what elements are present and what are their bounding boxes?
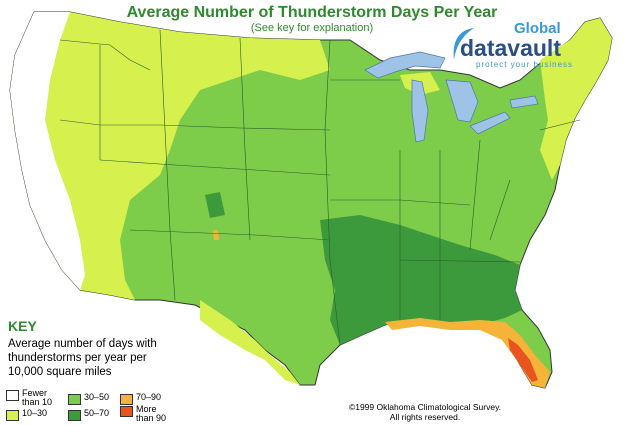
legend-item-under-10: Fewer than 10 [6, 389, 52, 407]
legend-swatch [120, 406, 133, 417]
legend-swatch [68, 394, 81, 405]
zone-10-30-west [10, 12, 330, 300]
zone-10-30-northeast [540, 18, 612, 180]
copyright-credit: ©1999 Oklahoma Climatological Survey. Al… [320, 402, 530, 422]
legend-item-over-90: More than 90 [120, 405, 166, 423]
map-subtitle: (See key for explanation) [250, 22, 374, 34]
legend-swatch [6, 390, 19, 401]
lake-erie [469, 111, 511, 135]
lake-huron [445, 79, 479, 123]
legend-item-50-70: 50–70 [68, 409, 109, 421]
key-description: Average number of days with thunderstorm… [8, 338, 157, 378]
logo-line2: datavault [460, 35, 561, 61]
key-title: KEY [8, 318, 37, 334]
global-datavault-logo: Global datavault protect your business [448, 18, 618, 69]
credit-line1: ©1999 Oklahoma Climatological Survey. [348, 402, 502, 412]
legend-swatch [120, 394, 133, 405]
zone-50-70-south [320, 215, 522, 345]
legend-label: More than 90 [136, 404, 167, 423]
logo-swoosh-icon [453, 28, 474, 60]
map-title: Average Number of Thunderstorm Days Per … [126, 4, 498, 21]
legend-item-70-90: 70–90 [120, 393, 161, 405]
legend-label: 30–50 [84, 392, 110, 402]
credit-line2: All rights reserved. [389, 412, 461, 422]
lake-ontario [509, 95, 539, 109]
logo-tagline: protect your business [476, 60, 574, 69]
legend-swatch [6, 410, 19, 421]
zone-under-10-west-coast [10, 12, 85, 290]
legend-label: Fewer than 10 [22, 388, 53, 407]
legend-label: 10–30 [22, 408, 48, 418]
zone-70-90-gulf-florida [385, 318, 550, 388]
state-boundaries [59, 29, 581, 346]
zone-10-30-texas-west [200, 300, 300, 385]
lake-superior [364, 51, 446, 79]
legend: Fewer than 10 10–30 30–50 50–70 70–90 Mo… [6, 389, 306, 425]
zone-over-90-florida [508, 338, 538, 382]
zone-70-90-new-mexico [213, 230, 219, 240]
legend-label: 70–90 [136, 392, 162, 402]
legend-label: 50–70 [84, 408, 110, 418]
legend-item-30-50: 30–50 [68, 393, 109, 405]
lake-michigan [411, 79, 429, 143]
logo-line1: Global [514, 20, 561, 37]
zone-50-70-colorado [205, 192, 225, 218]
legend-swatch [68, 410, 81, 421]
legend-item-10-30: 10–30 [6, 409, 47, 421]
